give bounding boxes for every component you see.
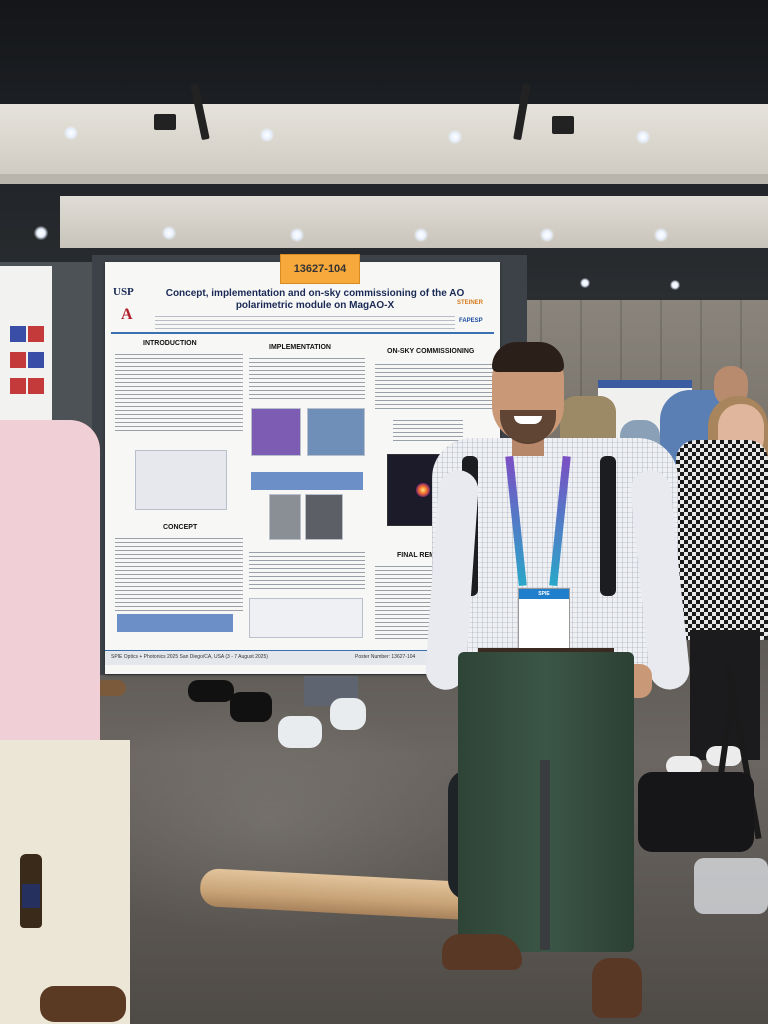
- left-person-shoe: [40, 986, 126, 1022]
- figure-optical-layout: [135, 450, 227, 510]
- fapesp-logo: FAPESP: [459, 318, 483, 324]
- woman-shoe: [666, 756, 702, 776]
- ceiling-light: [654, 228, 668, 242]
- concept-text: [115, 538, 243, 612]
- left-person-shirt: [0, 420, 100, 780]
- on-sky-text: [375, 364, 493, 410]
- ceiling-beam: [0, 174, 768, 184]
- university-logo: A: [121, 306, 133, 323]
- figure-mount-photo: [269, 494, 301, 540]
- steiner-logo: STEINER: [457, 300, 484, 306]
- plastic-bag: [694, 858, 768, 914]
- sneaker: [278, 716, 322, 748]
- ceiling-light: [290, 228, 304, 242]
- section-implementation: IMPLEMENTATION: [269, 344, 331, 351]
- ceiling-light: [260, 128, 274, 142]
- ceiling-light: [34, 226, 48, 240]
- section-on-sky-commissioning: ON-SKY COMMISSIONING: [387, 348, 475, 355]
- ceiling-truss: [0, 104, 768, 176]
- ceiling-light: [540, 228, 554, 242]
- ceiling-light: [580, 278, 590, 288]
- ceiling-light: [162, 226, 176, 240]
- section-final-remarks: FINAL REM: [397, 552, 435, 559]
- figure-analysis: [249, 598, 363, 638]
- implementation-text-2: [249, 552, 365, 590]
- figure-hwp-photo: [305, 494, 343, 540]
- presenter-shoe: [592, 958, 642, 1018]
- presenter-shoe: [442, 934, 522, 970]
- sneaker: [330, 698, 366, 730]
- beer-bottle: [20, 854, 42, 928]
- badge-band: [519, 589, 569, 599]
- projector: [154, 114, 176, 130]
- introduction-text: [115, 354, 243, 434]
- implementation-legend: [251, 472, 363, 490]
- poster-footer: SPIE Optics + Photonics 2025 San Diego/C…: [105, 650, 500, 665]
- poster-number-tag: 13627-104: [280, 254, 360, 284]
- badge-event: SPIE: [538, 591, 550, 597]
- ceiling-light: [670, 280, 680, 290]
- visitor-shoe: [230, 692, 272, 722]
- houndstooth-coat: [676, 440, 768, 640]
- pants-leg-gap: [540, 760, 550, 950]
- section-concept: CONCEPT: [163, 524, 198, 531]
- visitor-shoe: [96, 680, 126, 696]
- ceiling-light: [64, 126, 78, 140]
- ceiling-truss-lower: [60, 196, 768, 248]
- footer-poster-number: Poster Number: 13627-104: [355, 654, 416, 660]
- usp-logo: USP: [113, 286, 134, 298]
- poster-title: Concept, implementation and on-sky commi…: [165, 288, 465, 311]
- backpack-strap: [600, 456, 616, 596]
- presenter-hair: [492, 342, 564, 372]
- ceiling-light: [414, 228, 428, 242]
- visitor-shoe: [188, 680, 234, 702]
- psf-spot: [416, 483, 430, 497]
- poster-title-rule: [111, 332, 494, 334]
- projector: [552, 116, 574, 134]
- ceiling-light: [448, 130, 462, 144]
- figure-setup-render: [307, 408, 365, 456]
- neighbor-poster: [0, 266, 52, 446]
- ceiling-light: [636, 130, 650, 144]
- implementation-text: [249, 358, 365, 402]
- final-remarks-text: [375, 566, 435, 640]
- section-introduction: INTRODUCTION: [143, 340, 197, 347]
- black-bag: [638, 772, 754, 852]
- equation: [393, 420, 463, 444]
- presenter-smile: [514, 416, 542, 424]
- footer-conference: SPIE Optics + Photonics 2025 San Diego/C…: [111, 654, 268, 660]
- poster-authors: [155, 316, 455, 332]
- concept-legend: [117, 614, 233, 632]
- figure-setup-photo: [251, 408, 301, 456]
